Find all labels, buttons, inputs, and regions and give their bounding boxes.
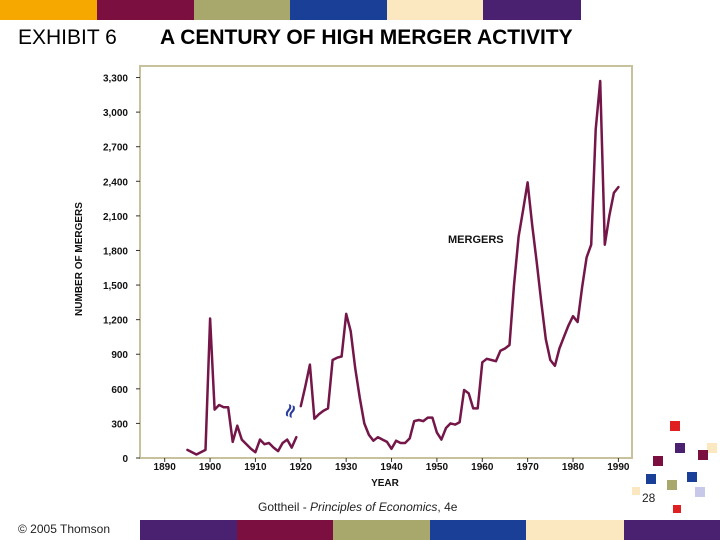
- band-segment: [333, 520, 430, 540]
- deco-square: [698, 450, 708, 460]
- x-tick-label: 1910: [244, 462, 267, 473]
- deco-square: [675, 443, 685, 453]
- bottom-color-band: [0, 520, 720, 540]
- y-tick-label: 1,500: [103, 281, 128, 292]
- y-tick-label: 3,300: [103, 74, 128, 85]
- y-tick-label: 300: [111, 419, 128, 430]
- deco-square: [673, 505, 681, 513]
- band-segment: [290, 0, 387, 20]
- mergers-line-segment: [186, 317, 298, 456]
- band-segment: [194, 0, 290, 20]
- mergers-line-segment: [299, 79, 620, 451]
- x-tick-label: 1890: [154, 462, 177, 473]
- y-tick-label: 1,800: [103, 246, 128, 257]
- copyright-text: © 2005 Thomson: [18, 522, 111, 536]
- deco-square: [707, 443, 717, 453]
- y-tick-label: 2,700: [103, 143, 128, 154]
- plot-frame: [139, 65, 633, 459]
- deco-square: [653, 456, 663, 466]
- deco-square: [687, 472, 697, 482]
- band-segment: [0, 0, 97, 20]
- exhibit-label: EXHIBIT 6: [18, 26, 117, 49]
- band-segment: [387, 0, 483, 20]
- credit-line: Gottheil - Principles of Economics, 4e: [258, 500, 457, 514]
- x-axis-title: YEAR: [371, 478, 400, 489]
- band-segment: [483, 0, 581, 20]
- deco-square: [667, 480, 677, 490]
- credit-book: Principles of Economics: [310, 500, 438, 514]
- credit-author: Gottheil -: [258, 500, 311, 514]
- x-tick-label: 1940: [380, 462, 403, 473]
- band-segment: [624, 520, 720, 540]
- credit-edition: , 4e: [437, 500, 458, 514]
- deco-square: [670, 421, 680, 431]
- y-tick-label: 900: [111, 350, 128, 361]
- x-tick-label: 1990: [607, 462, 630, 473]
- y-axis-title: NUMBER OF MERGERS: [74, 202, 85, 316]
- y-tick-label: 2,400: [103, 177, 128, 188]
- page-number: 28: [642, 491, 656, 505]
- band-segment: [97, 0, 194, 20]
- top-color-band: [0, 0, 720, 20]
- band-segment: [526, 520, 624, 540]
- y-tick-label: 0: [122, 454, 128, 465]
- deco-square: [632, 487, 640, 495]
- x-tick-label: 1960: [471, 462, 494, 473]
- band-segment: [430, 520, 526, 540]
- x-tick-label: 1930: [335, 462, 358, 473]
- x-tick-label: 1920: [290, 462, 313, 473]
- x-tick-label: 1950: [426, 462, 449, 473]
- y-tick-label: 3,000: [103, 108, 128, 119]
- y-tick-label: 1,200: [103, 316, 128, 327]
- band-segment: [140, 520, 237, 540]
- y-tick-label: 2,100: [103, 212, 128, 223]
- y-tick-label: 600: [111, 385, 128, 396]
- series-label: MERGERS: [448, 234, 504, 246]
- band-segment: [237, 520, 333, 540]
- x-tick-label: 1900: [199, 462, 222, 473]
- deco-square: [695, 487, 705, 497]
- x-tick-label: 1980: [562, 462, 585, 473]
- chart-title: A CENTURY OF HIGH MERGER ACTIVITY: [160, 26, 573, 49]
- axes-layer: 0 300 600 900 1,200 1,500 1,800 2,100 2,400 2,700…: [103, 65, 633, 473]
- line-layer: [186, 79, 620, 456]
- deco-square: [646, 474, 656, 484]
- axis-break-marker: ≈: [277, 400, 303, 422]
- x-tick-label: 1970: [517, 462, 540, 473]
